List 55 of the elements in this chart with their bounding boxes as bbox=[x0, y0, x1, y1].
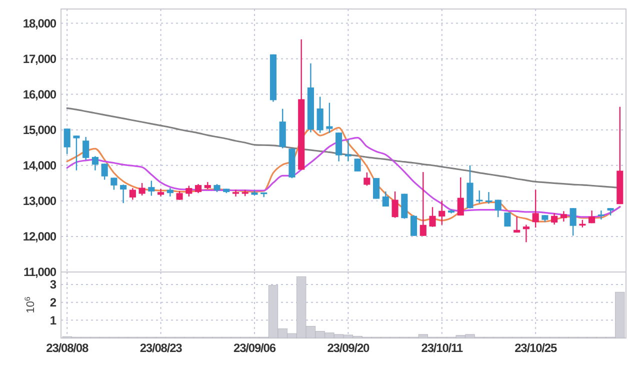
y-tick-label: 14,000 bbox=[22, 158, 57, 173]
candlestick bbox=[420, 171, 426, 236]
x-tick-label: 23/08/23 bbox=[140, 341, 183, 355]
x-tick-label: 23/10/25 bbox=[514, 341, 558, 355]
candlestick bbox=[522, 224, 530, 243]
candlestick bbox=[476, 190, 483, 204]
candlestick bbox=[92, 156, 98, 171]
candlestick bbox=[485, 191, 492, 204]
candlestick bbox=[316, 96, 324, 134]
candlestick bbox=[364, 172, 370, 186]
y-tick-label: 17,000 bbox=[22, 52, 57, 66]
candlestick bbox=[194, 183, 202, 194]
candlestick bbox=[532, 189, 539, 228]
x-tick-label: 23/10/11 bbox=[421, 341, 464, 355]
candlestick bbox=[138, 182, 146, 196]
candlestick bbox=[514, 216, 520, 234]
candlestick bbox=[120, 184, 127, 204]
candlestick bbox=[326, 102, 333, 134]
candlestick bbox=[73, 134, 80, 171]
y-tick-label: 13,000 bbox=[22, 194, 57, 208]
y-tick-label: 18,000 bbox=[22, 16, 57, 30]
candlestick bbox=[598, 210, 604, 220]
y-tick-label: 11,000 bbox=[24, 265, 57, 280]
candlestick bbox=[494, 199, 502, 218]
candlestick bbox=[186, 185, 192, 198]
y-tick-label: 3 bbox=[50, 278, 57, 292]
y-tick-label: 1 bbox=[50, 313, 57, 328]
candlestick bbox=[336, 132, 342, 162]
candlestick bbox=[382, 190, 389, 208]
candlestick bbox=[560, 210, 567, 222]
x-tick-label: 23/08/08 bbox=[46, 341, 89, 355]
candlestick bbox=[373, 177, 380, 200]
candlestick bbox=[344, 139, 352, 162]
candlestick bbox=[457, 176, 464, 216]
candlestick bbox=[588, 210, 596, 224]
y-tick-label: 12,000 bbox=[22, 230, 57, 244]
candlestick bbox=[570, 208, 576, 236]
y-tick-label: 2 bbox=[50, 296, 57, 310]
candlestick bbox=[82, 136, 90, 161]
candlestick bbox=[129, 187, 136, 200]
candlestick bbox=[551, 212, 558, 226]
candlestick bbox=[438, 200, 446, 226]
candlestick bbox=[64, 128, 70, 155]
x-tick-label: 23/09/06 bbox=[234, 341, 276, 355]
candlestick bbox=[392, 190, 398, 218]
candlestick bbox=[504, 212, 511, 228]
y-tick-label: 15,000 bbox=[22, 123, 57, 138]
candlestick bbox=[354, 158, 361, 172]
candlestick bbox=[110, 177, 118, 190]
candlestick bbox=[101, 163, 108, 180]
candlestick bbox=[410, 214, 418, 236]
x-tick-label: 23/09/20 bbox=[327, 341, 370, 355]
candlestick bbox=[429, 206, 436, 228]
candlestick bbox=[148, 180, 155, 196]
y-tick-label: 16,000 bbox=[22, 87, 57, 102]
